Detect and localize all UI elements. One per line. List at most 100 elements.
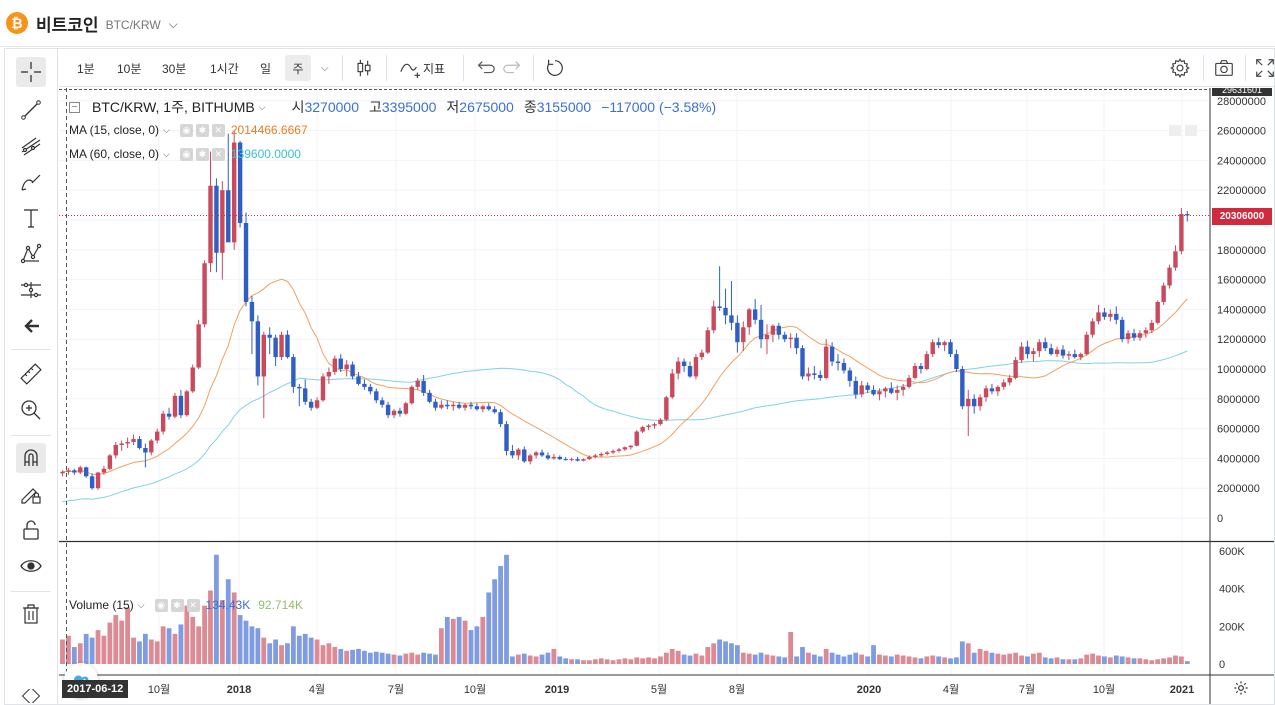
indicators-label[interactable]: 지표 (423, 61, 446, 76)
chevron-down-icon[interactable]: ⌵ (163, 124, 170, 135)
candle-body (516, 449, 521, 456)
candle-body (912, 366, 918, 378)
chart-area[interactable]: 2800000026000000240000002200000020000000… (59, 88, 1274, 704)
price-axis-label: 18000000 (1217, 245, 1266, 257)
symbol-title[interactable]: BTC/KRW, 1주, BITHUMB (92, 99, 255, 115)
candle-body (581, 459, 586, 461)
candle-body (1155, 301, 1160, 323)
diamond-icon[interactable] (16, 689, 46, 703)
price-axis-label: 14000000 (1217, 304, 1266, 316)
refresh-icon[interactable] (543, 56, 567, 80)
gear-icon[interactable]: ✱ (170, 598, 184, 612)
eye-icon[interactable]: ◉ (179, 147, 193, 161)
volume-bar (137, 641, 142, 664)
chevron-down-icon[interactable]: ⌵ (168, 16, 178, 31)
low-value: 2675000 (459, 99, 514, 115)
timeframe-dropdown-icon[interactable]: ⌵ (321, 62, 329, 74)
timeframe-week[interactable]: 주 (285, 55, 311, 81)
candle-body (729, 315, 734, 323)
candle-body (504, 424, 509, 451)
eye-icon[interactable] (16, 551, 46, 581)
trend-line-icon[interactable] (16, 95, 46, 125)
close-icon[interactable]: ✕ (211, 147, 225, 161)
pattern-icon[interactable] (16, 239, 46, 269)
candle-body (877, 391, 882, 395)
volume-bar (758, 652, 764, 664)
volume-bar (717, 639, 723, 664)
volume-bar (444, 616, 450, 664)
time-axis-label: 2021 (1170, 684, 1194, 696)
volume-bar (1001, 654, 1007, 664)
ma60-label[interactable]: MA (60, close, 0) (69, 147, 160, 161)
open-label: 시 (291, 99, 305, 115)
gear-icon[interactable]: ✱ (195, 147, 209, 161)
undo-icon[interactable] (473, 56, 497, 80)
redo-icon[interactable] (501, 56, 525, 80)
eye-icon[interactable]: ◉ (179, 123, 193, 137)
price-chart-canvas[interactable]: 2800000026000000240000002200000020000000… (59, 88, 1274, 704)
gear-icon[interactable]: ✱ (195, 123, 209, 137)
volume-bar (1042, 657, 1048, 664)
ruler-icon[interactable] (16, 359, 46, 389)
timeframe-30min[interactable]: 30분 (162, 61, 187, 76)
zoom-in-icon[interactable] (16, 395, 46, 425)
prediction-icon[interactable] (16, 275, 46, 305)
collapse-legend-icon[interactable]: − (69, 101, 80, 113)
candle-body (788, 337, 793, 340)
volume-bar (788, 631, 794, 664)
volume-bar (847, 654, 853, 664)
candle-body (764, 334, 770, 340)
candle-body (1096, 312, 1101, 322)
volume-label[interactable]: Volume (15) (69, 598, 134, 612)
price-axis-label: 26000000 (1217, 126, 1266, 138)
candle-body (1084, 334, 1089, 355)
timeframe-day[interactable]: 일 (260, 61, 272, 76)
candle-body (1090, 321, 1095, 335)
lock-drawing-icon[interactable] (16, 479, 46, 509)
coin-pair[interactable]: BTC/KRW (105, 17, 161, 32)
candlestick-type-icon[interactable] (351, 56, 377, 80)
candle-body (374, 391, 379, 401)
trash-icon[interactable] (16, 599, 46, 629)
volume-bar (101, 635, 107, 664)
indicators-icon[interactable] (397, 56, 423, 80)
fullscreen-icon[interactable] (1253, 56, 1275, 80)
crosshair-icon[interactable] (16, 57, 46, 87)
candle-body (1043, 342, 1048, 349)
camera-icon[interactable] (1211, 56, 1237, 80)
candle-body (652, 424, 657, 426)
unlock-icon[interactable] (16, 515, 46, 545)
settings-icon[interactable] (1167, 56, 1193, 80)
chevron-down-icon[interactable]: ⌵ (137, 599, 145, 610)
close-icon[interactable]: ✕ (186, 598, 200, 612)
ma15-label[interactable]: MA (15, close, 0) (69, 123, 160, 137)
magnet-icon[interactable] (16, 443, 46, 473)
volume-bar (681, 654, 687, 664)
candle-body (308, 401, 314, 408)
timeframe-1min[interactable]: 1분 (77, 61, 95, 76)
candle-body (243, 222, 249, 302)
text-tool-icon[interactable] (16, 203, 46, 233)
arrow-left-icon[interactable] (16, 311, 46, 341)
volume-bar (267, 643, 273, 664)
symbol-caret-icon[interactable]: ⌵ (258, 101, 266, 112)
coin-name[interactable]: 비트코인 (36, 15, 99, 35)
timeframe-1hour[interactable]: 1시간 (210, 61, 239, 76)
volume-bar (438, 628, 444, 664)
brush-icon[interactable] (16, 167, 46, 197)
gear-icon[interactable] (1229, 676, 1253, 700)
volume-bar (705, 647, 711, 664)
volume-legend: Volume (15) ⌵ ◉ ✱ ✕ 134.43K 92.714K (69, 598, 303, 612)
volume-bar (308, 637, 314, 664)
candle-body (273, 337, 278, 358)
candle-body (1078, 354, 1083, 358)
timeframe-10min[interactable]: 10분 (117, 61, 142, 76)
volume-bar (699, 655, 705, 664)
candle-body (687, 366, 693, 377)
volume-bar (344, 650, 350, 664)
pitchfork-icon[interactable] (16, 131, 46, 161)
chevron-down-icon[interactable]: ⌵ (163, 148, 170, 159)
eye-icon[interactable]: ◉ (154, 598, 168, 612)
close-icon[interactable]: ✕ (211, 123, 225, 137)
candle-body (338, 358, 343, 369)
